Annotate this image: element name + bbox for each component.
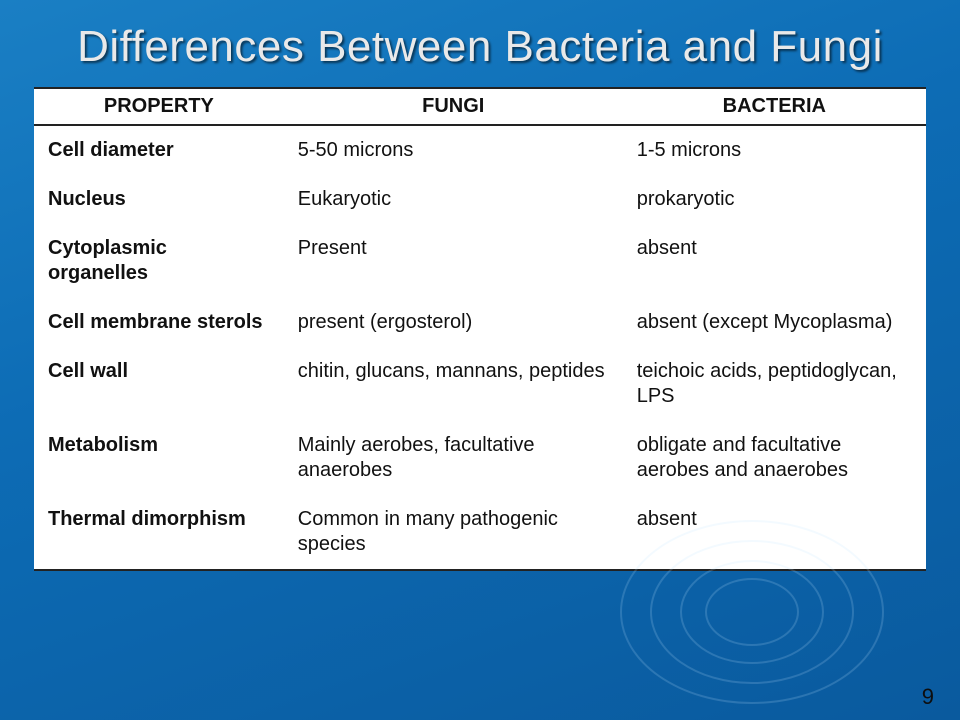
cell-fungi: Eukaryotic	[284, 175, 623, 224]
cell-property: Cytoplasmic organelles	[34, 224, 284, 298]
cell-bacteria: prokaryotic	[623, 175, 926, 224]
cell-property: Nucleus	[34, 175, 284, 224]
cell-fungi: Mainly aerobes, facultative anaerobes	[284, 421, 623, 495]
cell-fungi: Common in many pathogenic species	[284, 495, 623, 569]
cell-fungi: 5-50 microns	[284, 125, 623, 175]
cell-property: Cell diameter	[34, 125, 284, 175]
cell-bacteria: absent	[623, 495, 926, 569]
slide-title: Differences Between Bacteria and Fungi	[0, 0, 960, 83]
comparison-table-container: PROPERTY FUNGI BACTERIA Cell diameter 5-…	[34, 87, 926, 571]
table-row: Cytoplasmic organelles Present absent	[34, 224, 926, 298]
cell-fungi: present (ergosterol)	[284, 298, 623, 347]
table-row: Cell wall chitin, glucans, mannans, pept…	[34, 347, 926, 421]
cell-bacteria: obligate and facultative aerobes and ana…	[623, 421, 926, 495]
col-header-bacteria: BACTERIA	[623, 89, 926, 125]
cell-fungi: chitin, glucans, mannans, peptides	[284, 347, 623, 421]
cell-property: Cell wall	[34, 347, 284, 421]
cell-property: Cell membrane sterols	[34, 298, 284, 347]
cell-bacteria: absent	[623, 224, 926, 298]
cell-bacteria: 1-5 microns	[623, 125, 926, 175]
table-row: Metabolism Mainly aerobes, facultative a…	[34, 421, 926, 495]
cell-bacteria: teichoic acids, peptidoglycan, LPS	[623, 347, 926, 421]
table-row: Thermal dimorphism Common in many pathog…	[34, 495, 926, 569]
comparison-table: PROPERTY FUNGI BACTERIA Cell diameter 5-…	[34, 89, 926, 569]
cell-bacteria: absent (except Mycoplasma)	[623, 298, 926, 347]
cell-fungi: Present	[284, 224, 623, 298]
cell-property: Thermal dimorphism	[34, 495, 284, 569]
table-row: Cell diameter 5-50 microns 1-5 microns	[34, 125, 926, 175]
table-row: Cell membrane sterols present (ergostero…	[34, 298, 926, 347]
col-header-property: PROPERTY	[34, 89, 284, 125]
table-row: Nucleus Eukaryotic prokaryotic	[34, 175, 926, 224]
cell-property: Metabolism	[34, 421, 284, 495]
page-number: 9	[922, 684, 934, 710]
table-header-row: PROPERTY FUNGI BACTERIA	[34, 89, 926, 125]
col-header-fungi: FUNGI	[284, 89, 623, 125]
slide: Differences Between Bacteria and Fungi P…	[0, 0, 960, 720]
